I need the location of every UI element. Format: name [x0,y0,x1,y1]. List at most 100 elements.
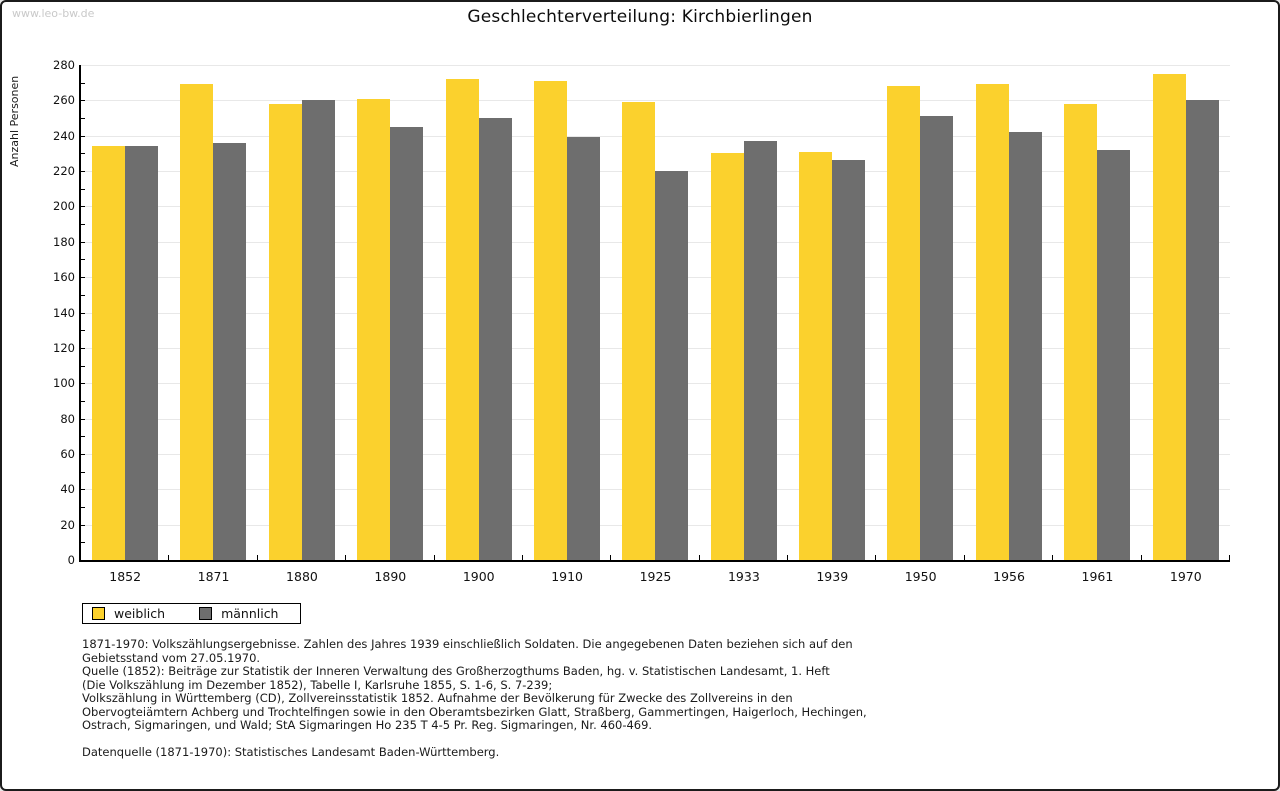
y-axis-tick [81,418,85,420]
x-axis-tick [1052,555,1054,560]
bar-maennlich [832,160,866,560]
x-axis-tick-label: 1933 [727,569,760,584]
bar-weiblich [180,84,214,560]
y-axis-title: Anzahl Personen [8,75,21,167]
site-watermark: www.leo-bw.de [12,7,95,20]
y-axis-tick-label: 100 [53,376,75,391]
legend-label: männlich [221,606,279,621]
x-axis-tick [1140,555,1142,560]
x-axis-tick-label: 1900 [462,569,495,584]
x-axis-tick [521,555,523,560]
bar-maennlich [478,118,512,560]
y-axis-tick [81,135,85,137]
x-axis-tick [1229,555,1230,560]
y-axis-tick-label: 0 [67,553,75,567]
bar-weiblich [1064,104,1098,560]
x-axis-tick-label: 1970 [1169,569,1202,584]
x-axis-tick [256,555,258,560]
y-axis-tick [81,524,85,526]
y-axis-tick-label: 120 [53,340,75,355]
x-axis-tick-label: 1880 [286,569,318,584]
footnote-line: Ostrach, Sigmaringen, und Wald; StA Sigm… [82,718,653,732]
y-axis-tick [81,506,85,508]
y-axis-tick [81,365,85,367]
legend-item: männlich [199,606,278,621]
x-axis-tick [168,555,170,560]
y-axis-tick-label: 180 [53,234,75,249]
legend-swatch-männlich [199,607,213,620]
y-axis-tick [81,400,85,402]
bar-maennlich [1008,132,1042,560]
bar-maennlich [1185,100,1219,560]
footnotes: 1871-1970: Volkszählungsergebnisse. Zahl… [82,637,867,759]
y-gridline [81,100,1230,102]
y-axis-tick [81,471,85,473]
x-axis-tick [963,555,965,560]
y-axis-tick [81,347,85,349]
x-axis-tick-label: 1890 [374,569,407,584]
y-axis-tick [81,188,85,190]
bar-maennlich [301,100,335,560]
footnote-line: 1871-1970: Volkszählungsergebnisse. Zahl… [82,637,853,651]
x-axis-tick [787,555,789,560]
y-axis-tick [81,312,85,314]
y-axis-tick-label: 260 [53,93,75,108]
page-title: Geschlechterverteilung: Kirchbierlingen [467,7,813,27]
bar-weiblich [799,152,833,560]
y-axis-tick [81,118,85,120]
y-axis-tick [81,100,85,102]
bar-maennlich [655,171,689,560]
y-axis-tick [81,453,85,455]
footnote-line: Volkszählung in Württemberg (CD), Zollve… [82,691,793,705]
y-axis-tick [81,383,85,385]
footnote-line: Quelle (1852): Beiträge zur Statistik de… [82,664,830,678]
y-axis-tick [81,153,85,155]
y-axis-line [79,65,81,562]
bar-maennlich [920,116,954,560]
x-axis-tick-label: 1956 [993,569,1025,584]
legend-swatch-weiblich [92,607,105,620]
bar-maennlich [566,137,600,560]
legend-label: weiblich [114,606,166,621]
bar-weiblich [268,104,302,560]
x-axis-tick [875,555,877,560]
x-axis-line [79,560,1230,562]
bar-maennlich [125,146,158,560]
x-axis-tick-label: 1925 [639,569,672,584]
y-axis-tick-label: 140 [53,305,75,320]
y-axis-tick [81,82,85,84]
x-axis-tick [610,555,612,560]
bar-weiblich [622,102,656,560]
y-axis-tick-label: 220 [53,164,75,179]
bar-weiblich [92,146,125,560]
footnote-line: (Die Volkszählung im Dezember 1852), Tab… [82,677,553,692]
bar-weiblich [445,79,479,560]
data-source-line: Datenquelle (1871-1970): Statistisches L… [82,744,500,759]
x-axis-tick-label: 1950 [904,569,937,584]
y-gridline [81,135,1230,137]
x-axis-tick-label: 1961 [1081,569,1114,584]
x-axis-tick-label: 1852 [109,569,142,584]
y-axis-tick [81,436,85,438]
y-axis-tick [81,330,85,332]
x-axis-tick [345,555,347,560]
x-axis-tick-label: 1939 [816,569,849,584]
y-axis-tick [81,241,85,243]
bar-maennlich [743,141,777,560]
bar-weiblich [887,86,921,560]
y-axis-tick [81,206,85,208]
y-axis-tick [81,259,85,261]
y-axis-tick-label: 160 [53,270,75,285]
y-axis-tick-label: 280 [53,58,75,72]
y-axis-tick [81,294,85,296]
x-axis-tick-label: 1910 [551,569,584,584]
bar-maennlich [1097,150,1131,560]
bar-weiblich [357,99,391,560]
footnote-line: Gebietsstand vom 27.05.1970. [82,650,261,665]
y-axis-tick-label: 60 [60,446,75,461]
y-axis-tick [81,489,85,491]
legend: weiblich männlich [82,603,302,624]
bar-weiblich [975,84,1009,560]
y-axis-tick [81,171,85,173]
